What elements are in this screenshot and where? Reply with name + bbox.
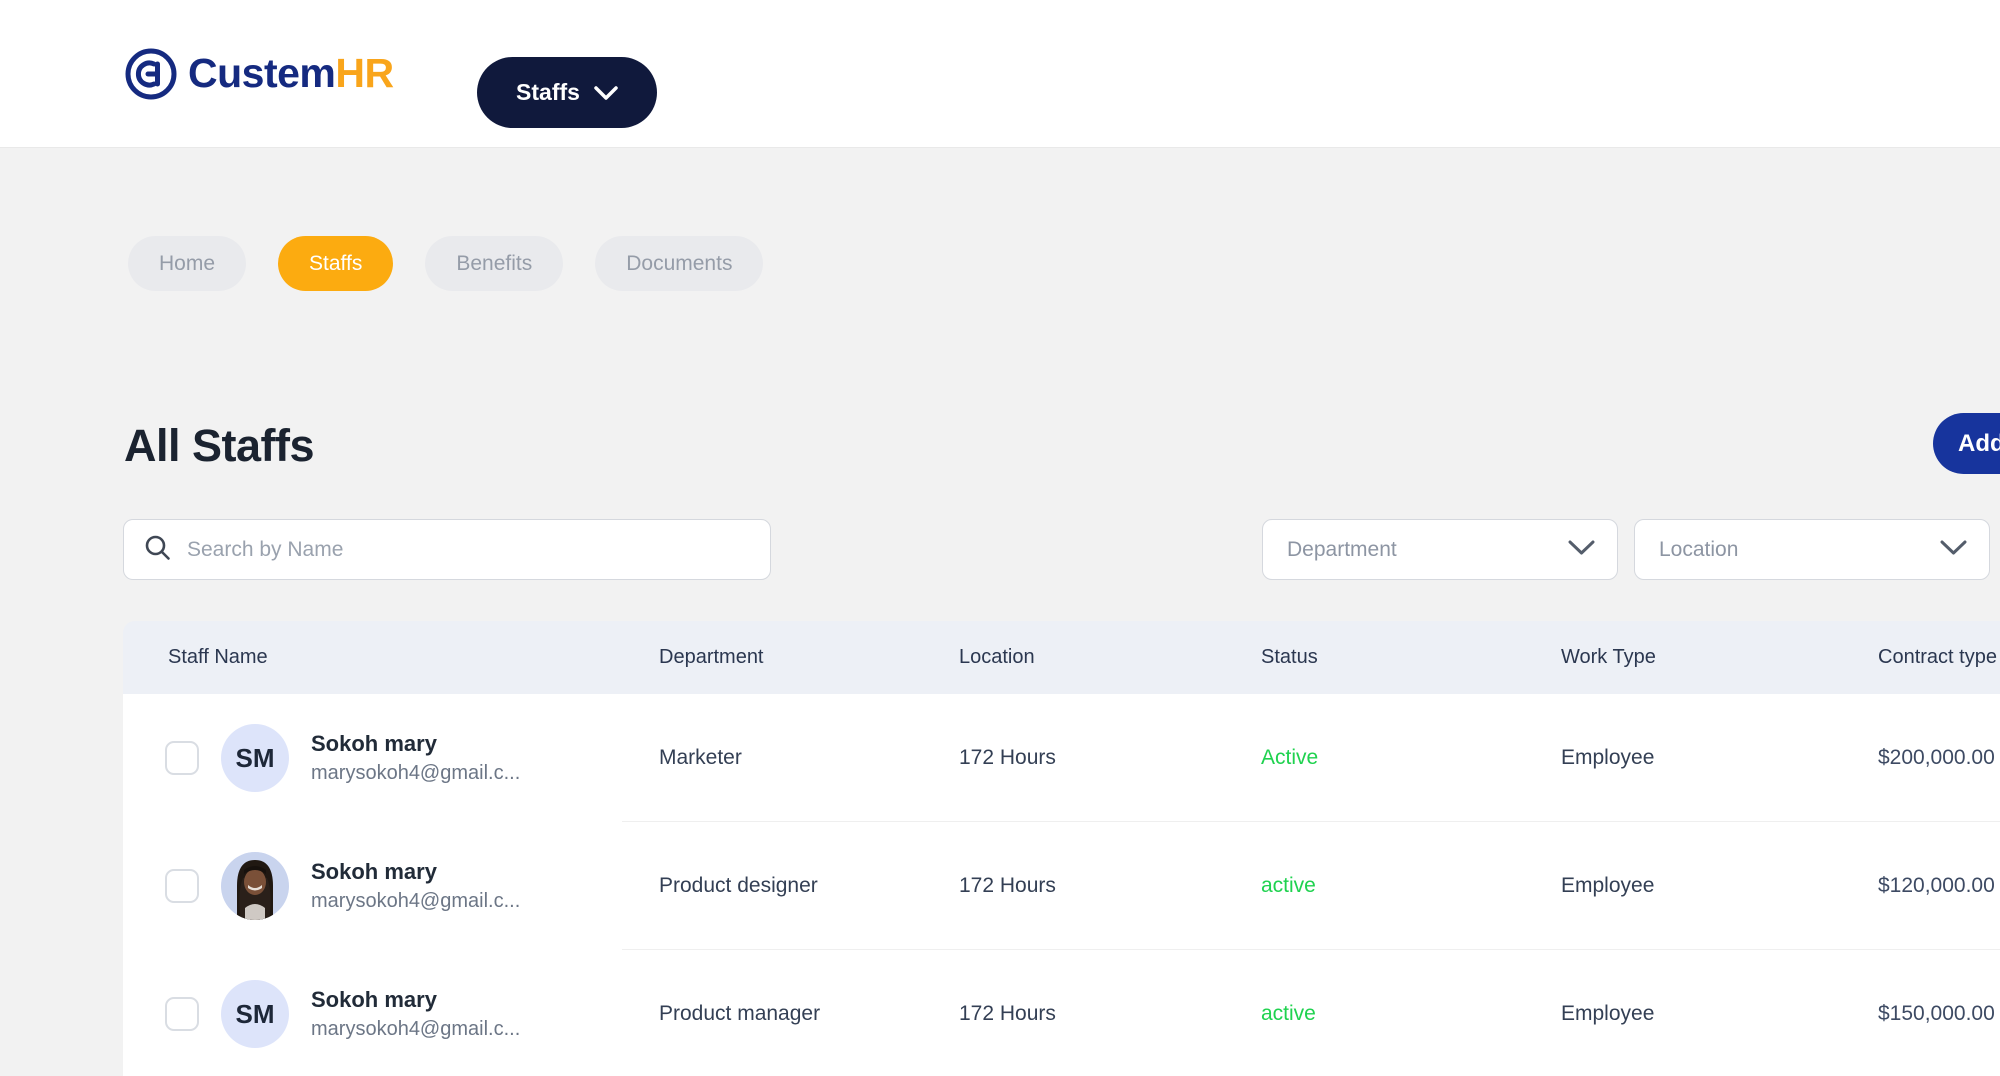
department-filter-label: Department [1287, 537, 1397, 561]
search-box [123, 519, 771, 580]
department-cell: Product designer [659, 874, 818, 897]
staffs-nav-dropdown-label: Staffs [516, 79, 580, 105]
contract-cell: $150,000.00 [1878, 1002, 1995, 1025]
tab-benefits[interactable]: Benefits [425, 236, 564, 291]
staff-email: marysokoh4@gmail.c... [311, 890, 521, 912]
status-badge: active [1261, 1002, 1316, 1025]
column-header-status: Status [1261, 646, 1318, 668]
contract-cell: $200,000.00 [1878, 746, 1995, 769]
staff-email: marysokoh4@gmail.c... [311, 1018, 521, 1040]
department-cell: Marketer [659, 746, 742, 769]
work-type-cell: Employee [1561, 746, 1655, 769]
page-title: All Staffs [124, 420, 315, 471]
add-staff-button[interactable]: Add Staff [1933, 413, 2000, 474]
status-badge: Active [1261, 746, 1319, 769]
table-header-row: Staff Name Department Location Status Wo… [123, 621, 2000, 694]
staff-name: Sokoh mary [311, 859, 437, 884]
portrait-photo [221, 852, 289, 920]
brand-logo[interactable]: CustemHR [124, 47, 394, 101]
tab-documents[interactable]: Documents [595, 236, 764, 291]
brand-logo-icon [124, 47, 178, 101]
column-header-work-type: Work Type [1561, 646, 1656, 668]
department-cell: Product manager [659, 1002, 821, 1025]
staff-identity: Sokoh mary marysokoh4@gmail.c... [311, 859, 520, 913]
staff-identity: Sokoh mary marysokoh4@gmail.c... [311, 987, 520, 1041]
avatar: SM [221, 724, 289, 792]
brand-wordmark: CustemHR [188, 50, 394, 96]
staff-name: Sokoh mary [311, 987, 437, 1012]
chevron-down-icon [594, 79, 618, 106]
column-header-location: Location [959, 646, 1035, 668]
location-cell: 172 Hours [959, 1002, 1056, 1025]
work-type-cell: Employee [1561, 1002, 1655, 1025]
search-input[interactable] [187, 537, 750, 562]
avatar: SM [221, 980, 289, 1048]
tab-staffs[interactable]: Staffs [278, 236, 394, 291]
table-row[interactable]: Sokoh mary marysokoh4@gmail.c... Product… [123, 822, 2000, 950]
column-header-contract-type: Contract type [1878, 646, 1997, 668]
location-cell: 172 Hours [959, 746, 1056, 769]
search-icon [144, 534, 171, 566]
row-checkbox[interactable] [165, 741, 199, 775]
app-header: CustemHR Staffs [0, 0, 2000, 148]
tab-home[interactable]: Home [128, 236, 247, 291]
staff-email: marysokoh4@gmail.c... [311, 762, 521, 784]
work-type-cell: Employee [1561, 874, 1655, 897]
staff-cell: SM Sokoh mary marysokoh4@gmail.c... [123, 724, 659, 792]
contract-cell: $120,000.00 [1878, 874, 1995, 897]
location-filter-select[interactable]: Location [1634, 519, 1990, 580]
location-filter-label: Location [1659, 537, 1739, 561]
staff-identity: Sokoh mary marysokoh4@gmail.c... [311, 731, 520, 785]
column-header-department: Department [659, 646, 764, 668]
chevron-down-icon [1568, 540, 1595, 560]
staffs-table: Staff Name Department Location Status Wo… [123, 621, 2000, 1076]
staff-name: Sokoh mary [311, 731, 437, 756]
staff-cell: Sokoh mary marysokoh4@gmail.c... [123, 852, 659, 920]
column-header-staff-name: Staff Name [168, 646, 268, 668]
status-badge: active [1261, 874, 1316, 897]
table-row[interactable]: SM Sokoh mary marysokoh4@gmail.c... Mark… [123, 694, 2000, 822]
department-filter-select[interactable]: Department [1262, 519, 1618, 580]
section-tabs: Home Staffs Benefits Documents [128, 236, 764, 291]
avatar-photo [221, 852, 289, 920]
staff-cell: SM Sokoh mary marysokoh4@gmail.c... [123, 980, 659, 1048]
table-row[interactable]: SM Sokoh mary marysokoh4@gmail.c... Prod… [123, 950, 2000, 1076]
chevron-down-icon [1940, 540, 1967, 560]
row-checkbox[interactable] [165, 997, 199, 1031]
row-checkbox[interactable] [165, 869, 199, 903]
location-cell: 172 Hours [959, 874, 1056, 897]
staffs-nav-dropdown-button[interactable]: Staffs [477, 57, 657, 128]
